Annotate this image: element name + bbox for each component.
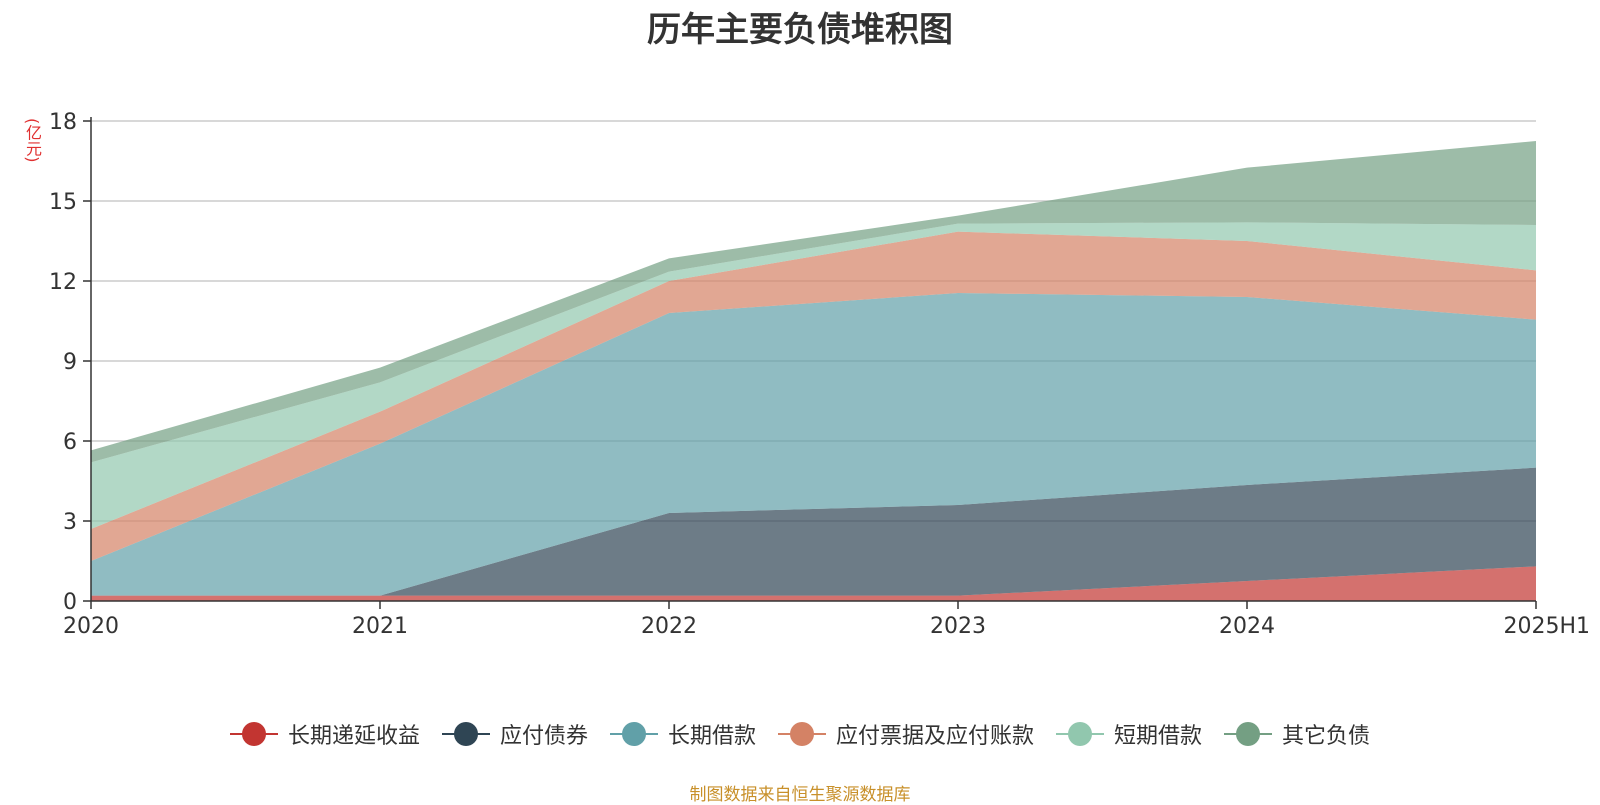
legend-swatch-icon	[778, 721, 826, 747]
legend: 长期递延收益 应付债券 长期借款 应付票据及应付账款 短期借款 其它负债	[0, 718, 1600, 750]
x-tick-label: 2022	[641, 614, 697, 639]
legend-item[interactable]: 长期借款	[609, 718, 756, 750]
x-tick-label: 2020	[63, 614, 119, 639]
area-series-5	[91, 222, 1536, 530]
y-tick-label: 6	[63, 430, 77, 455]
x-tick-label: 2025H1	[1503, 614, 1590, 639]
y-tick-label: 0	[63, 590, 77, 615]
legend-label: 短期借款	[1114, 724, 1203, 749]
y-tick-label: 12	[49, 270, 77, 295]
area-series-4	[91, 231, 1536, 561]
legend-label: 长期递延收益	[287, 724, 420, 749]
legend-swatch-icon	[609, 721, 658, 747]
x-tick-label: 2023	[930, 614, 986, 639]
y-tick-label: 15	[49, 190, 77, 215]
legend-swatch-icon	[441, 721, 490, 747]
x-tick-label: 2024	[1219, 614, 1275, 639]
stacked-areas	[91, 141, 1536, 601]
legend-label: 应付债券	[499, 724, 588, 749]
legend-item[interactable]: 应付债券	[441, 718, 588, 750]
legend-swatch-icon	[1224, 721, 1273, 747]
legend-item[interactable]: 长期递延收益	[229, 718, 420, 750]
legend-label: 其它负债	[1282, 724, 1371, 749]
area-series-6	[91, 141, 1536, 463]
legend-swatch-icon	[1056, 721, 1105, 747]
legend-item[interactable]: 短期借款	[1056, 718, 1202, 750]
y-tick-label: 18	[49, 110, 77, 135]
area-series-2	[91, 467, 1536, 596]
area-series-3	[91, 293, 1536, 596]
chart-title: 历年主要负债堆积图	[647, 10, 953, 50]
area-series-1	[91, 566, 1536, 601]
legend-swatch-icon	[229, 721, 278, 747]
legend-label: 长期借款	[667, 724, 756, 749]
x-tick-label: 2021	[352, 614, 408, 639]
y-tick-label: 9	[63, 350, 77, 375]
legend-item[interactable]: 其它负债	[1224, 718, 1370, 750]
axes: 0 3 6 9 12 15 18 2020 2021 2022 2023 2024 2025H1	[49, 110, 1590, 639]
y-axis-unit: (亿元)	[23, 118, 42, 163]
y-tick-label: 3	[63, 510, 77, 535]
legend-label: 应付票据及应付账款	[836, 724, 1035, 749]
legend-item[interactable]: 应付票据及应付账款	[778, 718, 1034, 750]
source-note: 制图数据来自恒生聚源数据库	[689, 785, 911, 805]
